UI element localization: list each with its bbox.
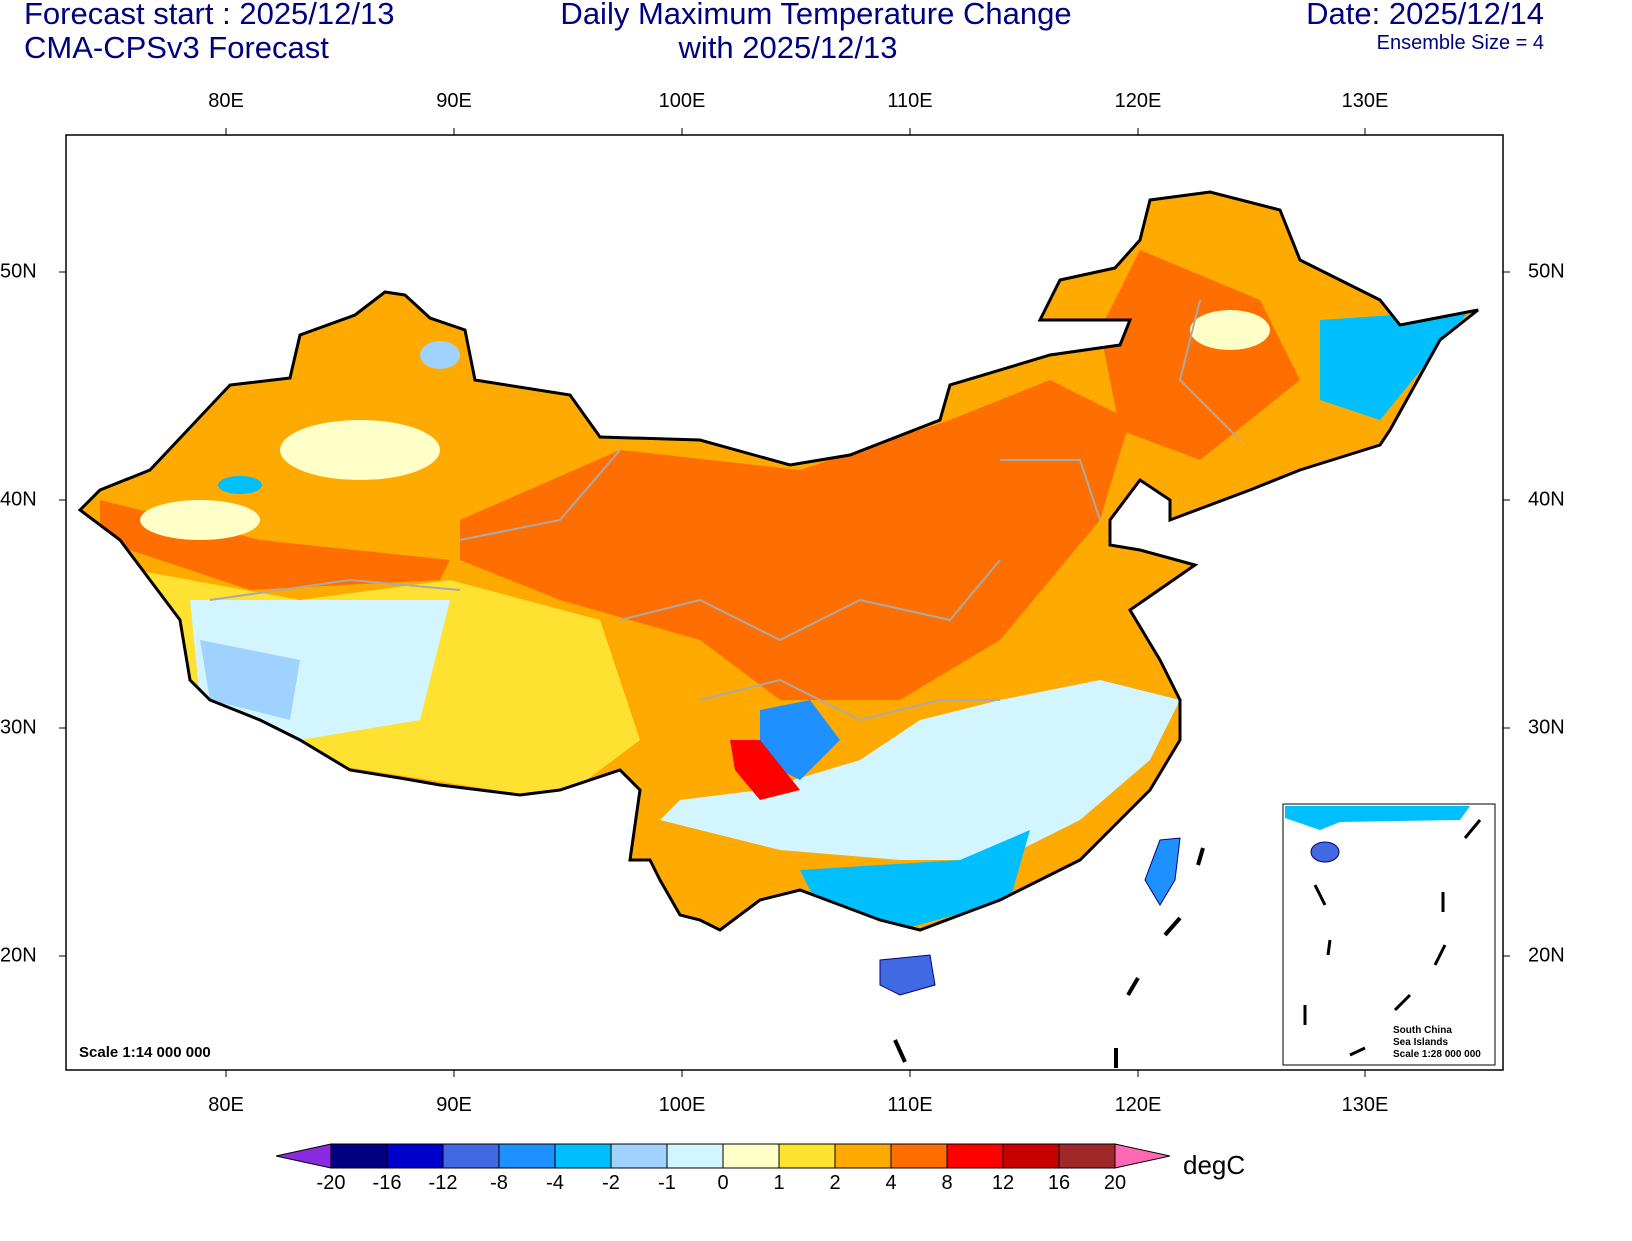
lon-label-bottom: 80E: [208, 1094, 244, 1116]
colorbar-box: [386, 1143, 444, 1169]
valid-date: Date: 2025/12/14: [1306, 0, 1544, 31]
lat-label-left: 50N: [0, 260, 37, 283]
title-line1: Daily Maximum Temperature Change: [560, 0, 1072, 31]
colorbar-label: -8: [490, 1172, 508, 1194]
inset-scale: Scale 1:28 000 000: [1393, 1049, 1481, 1060]
lon-label-bottom: 100E: [658, 1094, 706, 1116]
lat-label-right: 20N: [1528, 944, 1565, 967]
lat-label-left: 30N: [0, 716, 37, 739]
lat-label-right: 30N: [1528, 716, 1565, 739]
colorbar-box: [442, 1143, 500, 1169]
colorbar-label: 16: [1047, 1172, 1071, 1194]
map-scale: Scale 1:14 000 000: [79, 1044, 211, 1061]
lat-label-left: 20N: [0, 944, 37, 967]
colorbar-label: -12: [428, 1172, 458, 1194]
colorbar-label: 8: [941, 1172, 953, 1194]
colorbar-label: 12: [991, 1172, 1015, 1194]
lon-label-top: 110E: [887, 90, 933, 112]
lon-label-bottom: 90E: [436, 1094, 472, 1116]
colorbar-high-triangle: [1114, 1143, 1171, 1169]
colorbar-unit: degC: [1183, 1150, 1246, 1180]
colorbar-label: 4: [885, 1172, 897, 1194]
forecast-start: Forecast start : 2025/12/13: [24, 0, 395, 31]
inset-dash-line: [1303, 819, 1482, 1057]
inset-title: Sea Islands: [1393, 1037, 1449, 1048]
lon-label-top: 100E: [658, 90, 706, 112]
colorbar-box: [1002, 1143, 1060, 1169]
colorbar-box: [498, 1143, 556, 1169]
colorbar-label: -4: [546, 1172, 564, 1194]
lat-label-left: 40N: [0, 488, 37, 511]
colorbar-box: [666, 1143, 724, 1169]
lat-label-right: 40N: [1528, 488, 1565, 511]
colorbar-label: -16: [372, 1172, 402, 1194]
colorbar-label: 1: [773, 1172, 785, 1194]
province-borders: [209, 299, 1241, 722]
colorbar-box: [946, 1143, 1004, 1169]
nine-dash-line: [893, 847, 1205, 1068]
colorbar-box: [330, 1143, 388, 1169]
ensemble-size: Ensemble Size = 4: [1376, 32, 1544, 54]
lon-label-top: 90E: [436, 90, 472, 112]
taiwan-island: [1144, 837, 1181, 906]
colorbar-low-triangle: [275, 1143, 332, 1169]
colorbar-label: -1: [658, 1172, 676, 1194]
model-name: CMA-CPSv3 Forecast: [24, 30, 329, 65]
inset-label: South China Sea Islands Scale 1:28 000 0…: [1393, 1025, 1481, 1061]
lon-label-top: 120E: [1114, 90, 1162, 112]
lon-label-top: 130E: [1341, 90, 1389, 112]
colorbar-label: 2: [829, 1172, 841, 1194]
lon-label-bottom: 120E: [1114, 1094, 1162, 1116]
lon-label-top: 80E: [208, 90, 244, 112]
inset-title: South China: [1393, 1025, 1452, 1036]
colorbar-label: -2: [602, 1172, 620, 1194]
colorbar-label: 20: [1103, 1172, 1127, 1194]
colorbar-box: [778, 1143, 836, 1169]
colorbar-label: 0: [717, 1172, 729, 1194]
hainan-island: [879, 954, 936, 996]
colorbar-box: [722, 1143, 780, 1169]
axis-ticks: [59, 128, 1510, 1077]
lon-label-bottom: 110E: [887, 1094, 933, 1116]
lat-label-right: 50N: [1528, 260, 1565, 283]
colorbar-box: [610, 1143, 668, 1169]
colorbar-label: -20: [316, 1172, 346, 1194]
title-line2: with 2025/12/13: [678, 30, 898, 65]
colorbar-box: [890, 1143, 948, 1169]
colorbar-box: [834, 1143, 892, 1169]
colorbar-box: [554, 1143, 612, 1169]
colorbar-box: [1058, 1143, 1116, 1169]
lon-label-bottom: 130E: [1341, 1094, 1389, 1116]
